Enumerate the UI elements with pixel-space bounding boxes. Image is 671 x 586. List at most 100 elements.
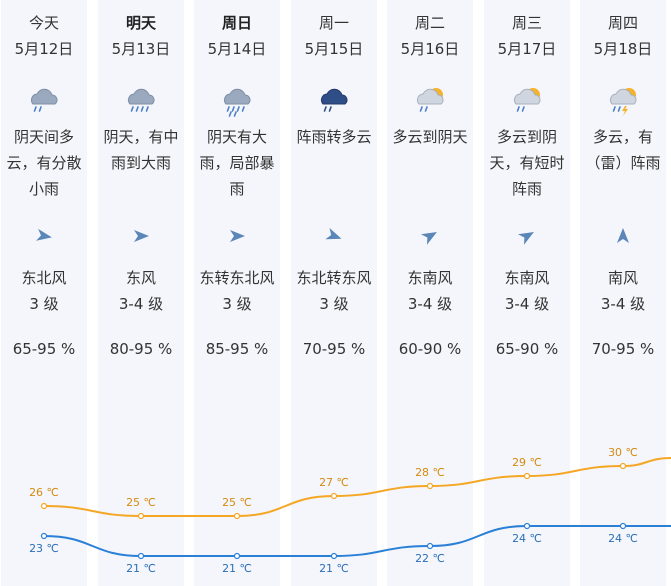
humidity: 70-95 % <box>591 340 655 358</box>
low-temp-point <box>330 552 338 560</box>
weather-description: 阴天，有中 雨到大雨 <box>103 128 179 172</box>
day-label: 明天 <box>125 14 156 32</box>
forecast-day-2: 周日 5月14日阴天有大 雨，局部暴雨东转东北风 3 级 85-95 % <box>194 0 280 586</box>
wind-direction: 南风 <box>607 269 638 287</box>
sun-cloud-thunder-shower-icon <box>605 84 641 118</box>
forecast-day-0: 今天 5月12日阴天间多 云，有分散 小雨东北风 3 级 65-95 % <box>1 0 87 586</box>
day-label: 周四 <box>607 14 638 32</box>
forecast-day-3: 周一 5月15日阵雨转多云东北转东风 3 级 70-95 % <box>291 0 377 586</box>
low-temp-label: 22 ℃ <box>415 552 445 565</box>
wind-level: 3 级 <box>222 295 252 313</box>
high-temp-label: 30 ℃ <box>608 446 638 459</box>
wind-level: 3-4 级 <box>407 295 453 313</box>
humidity: 85-95 % <box>205 340 269 358</box>
day-label: 周二 <box>414 14 445 32</box>
humidity: 65-95 % <box>12 340 76 358</box>
sun-cloud-shower-icon <box>509 84 545 118</box>
wind-direction-arrow-icon <box>517 226 537 246</box>
day-label: 周三 <box>511 14 542 32</box>
high-temp-point <box>330 492 338 500</box>
day-label: 周日 <box>221 14 252 32</box>
date-label: 5月12日 <box>14 40 74 58</box>
cloud-moderate-rain-icon <box>123 84 159 118</box>
wind-direction: 东风 <box>125 269 156 287</box>
wind-direction-arrow-icon <box>34 226 54 246</box>
low-temp-label: 24 ℃ <box>512 532 542 545</box>
date-label: 5月13日 <box>111 40 171 58</box>
weather-description: 多云到阴 天，有短时 阵雨 <box>489 128 565 198</box>
wind-info: 南风 3-4 级 <box>572 265 671 317</box>
wind-direction-arrow-icon <box>227 226 247 246</box>
wind-info: 东南风 3-4 级 <box>476 265 578 317</box>
wind-level: 3-4 级 <box>118 295 164 313</box>
low-temp-line <box>43 524 671 558</box>
wind-level: 3 级 <box>29 295 59 313</box>
high-temp-label: 26 ℃ <box>29 486 59 499</box>
forecast-day-1: 明天 5月13日阴天，有中 雨到大雨东风 3-4 级 80-95 % <box>98 0 184 586</box>
humidity: 80-95 % <box>109 340 173 358</box>
cloud-heavy-rain-icon <box>219 84 255 118</box>
low-temp-point <box>233 552 241 560</box>
weather-description: 多云，有 （雷）阵雨 <box>585 128 661 172</box>
weather-description: 多云到阴天 <box>392 128 468 146</box>
high-temp-point <box>137 512 145 520</box>
wind-level: 3-4 级 <box>600 295 646 313</box>
high-temp-label: 25 ℃ <box>126 496 156 509</box>
low-temp-point <box>523 522 531 530</box>
forecast-day-6: 周四 5月18日多云，有 （雷）阵雨南风 3-4 级 70-95 % <box>580 0 666 586</box>
low-temp-point <box>619 522 627 530</box>
wind-info: 东南风 3-4 级 <box>379 265 481 317</box>
wind-direction: 东北转东风 <box>296 269 372 287</box>
high-temp-point <box>426 482 434 490</box>
wind-level: 3 级 <box>319 295 349 313</box>
forecast-day-5: 周三 5月17日多云到阴 天，有短时 阵雨东南风 3-4 级 65-90 % <box>484 0 570 586</box>
dark-cloud-shower-icon <box>316 84 352 118</box>
high-temp-point <box>619 462 627 470</box>
low-temp-label: 21 ℃ <box>319 562 349 575</box>
humidity: 65-90 % <box>495 340 559 358</box>
weather-description: 阵雨转多云 <box>296 128 372 146</box>
date-label: 5月16日 <box>400 40 460 58</box>
wind-info: 东北转东风 3 级 <box>283 265 385 317</box>
wind-direction-arrow-icon <box>131 226 151 246</box>
wind-level: 3-4 级 <box>504 295 550 313</box>
wind-direction: 东南风 <box>407 269 453 287</box>
high-temp-label: 28 ℃ <box>415 466 445 479</box>
high-temp-label: 27 ℃ <box>319 476 349 489</box>
low-temp-label: 21 ℃ <box>126 562 156 575</box>
date-label: 5月15日 <box>304 40 364 58</box>
wind-direction: 东转东北风 <box>199 269 275 287</box>
wind-direction: 东南风 <box>504 269 550 287</box>
low-temp-label: 24 ℃ <box>608 532 638 545</box>
date-label: 5月18日 <box>593 40 653 58</box>
wind-direction-arrow-icon <box>420 226 440 246</box>
wind-info: 东转东北风 3 级 <box>186 265 288 317</box>
cloud-light-rain-icon <box>26 84 62 118</box>
weather-description: 阴天间多 云，有分散 小雨 <box>6 128 82 198</box>
high-temp-point <box>40 502 48 510</box>
high-temp-point <box>233 512 241 520</box>
high-temp-point <box>523 472 531 480</box>
date-label: 5月17日 <box>497 40 557 58</box>
wind-direction-arrow-icon <box>613 226 633 246</box>
wind-direction-arrow-icon <box>324 226 344 246</box>
date-label: 5月14日 <box>207 40 267 58</box>
humidity: 70-95 % <box>302 340 366 358</box>
high-temp-label: 25 ℃ <box>222 496 252 509</box>
low-temp-label: 21 ℃ <box>222 562 252 575</box>
high-temp-label: 29 ℃ <box>512 456 542 469</box>
low-temp-point <box>137 552 145 560</box>
day-label: 周一 <box>318 14 349 32</box>
wind-info: 东风 3-4 级 <box>90 265 192 317</box>
wind-info: 东北风 3 级 <box>0 265 95 317</box>
wind-direction: 东北风 <box>21 269 67 287</box>
low-temp-point <box>426 542 434 550</box>
low-temp-point <box>40 532 48 540</box>
high-temp-line <box>43 457 671 518</box>
humidity: 60-90 % <box>398 340 462 358</box>
low-temp-label: 23 ℃ <box>29 542 59 555</box>
sun-behind-clouds-icon <box>412 84 448 118</box>
weather-description: 阴天有大 雨，局部暴雨 <box>199 128 275 198</box>
day-label: 今天 <box>28 14 59 32</box>
